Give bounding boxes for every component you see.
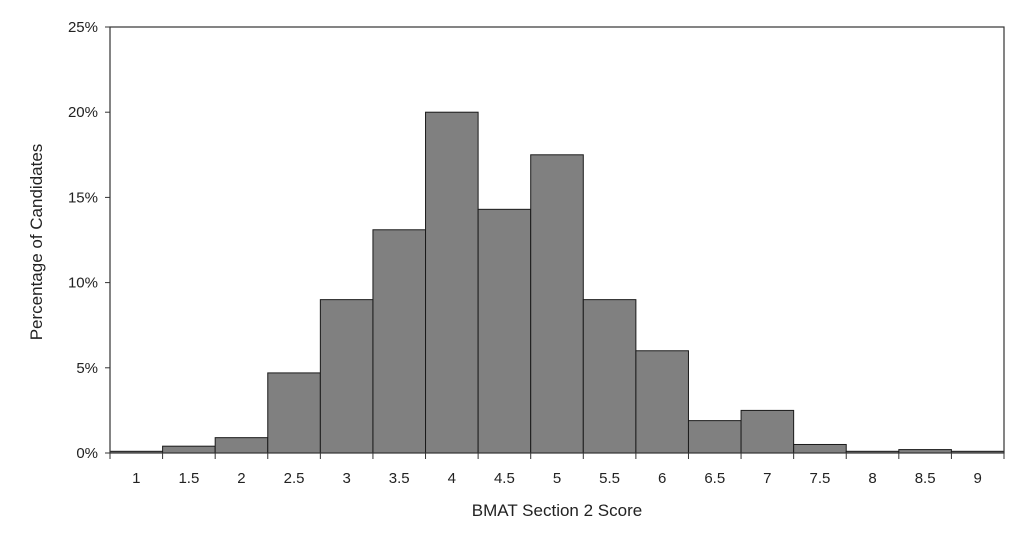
x-tick-label: 4 [448,470,456,487]
y-tick-label: 25% [68,19,98,36]
x-tick-label: 1.5 [178,470,199,487]
x-tick-label: 9 [974,470,982,487]
x-tick-label: 7.5 [810,470,831,487]
y-tick-label: 0% [76,445,98,462]
x-tick-label: 8.5 [915,470,936,487]
plot-frame [109,26,1005,454]
bar-1.5 [162,445,216,454]
x-tick-label: 2 [237,470,245,487]
x-axis: 1 1.5 2 2.5 3 3.5 4 4.5 5 5.5 6 6.5 7 7.5 8 8.5 9 [109,453,1005,487]
x-tick-label: 1 [132,470,140,487]
bar-2 [214,437,269,454]
bar-3.5 [372,229,427,454]
bar-4 [425,111,479,454]
x-tick-label: 8 [868,470,876,487]
y-tick-label: 5% [76,360,98,377]
x-axis-title: BMAT Section 2 Score [472,501,642,520]
bar-3 [319,299,374,454]
x-tick-label: 3.5 [389,470,410,487]
y-tick-label: 15% [68,189,98,206]
y-axis-title: Percentage of Candidates [27,144,46,341]
bar-7 [740,409,795,454]
bar-7.5 [793,443,847,454]
y-tick-label: 10% [68,275,98,292]
x-tick-label: 4.5 [494,470,515,487]
x-tick-label: 5.5 [599,470,620,487]
x-tick-label: 2.5 [284,470,305,487]
bar-6 [635,350,689,454]
bar-5.5 [582,299,637,454]
x-tick-label: 6 [658,470,666,487]
bar-4.5 [477,208,532,454]
bars-group [109,111,1005,454]
bar-5 [530,154,584,454]
bar-6.5 [687,420,742,454]
y-tick-label: 20% [68,104,98,121]
x-tick-label: 6.5 [704,470,725,487]
y-axis: 0% 5% 10% 15% 20% 25% [68,19,110,462]
bar-2.5 [267,372,321,454]
x-tick-label: 3 [342,470,350,487]
x-tick-label: 5 [553,470,561,487]
x-tick-label: 7 [763,470,771,487]
